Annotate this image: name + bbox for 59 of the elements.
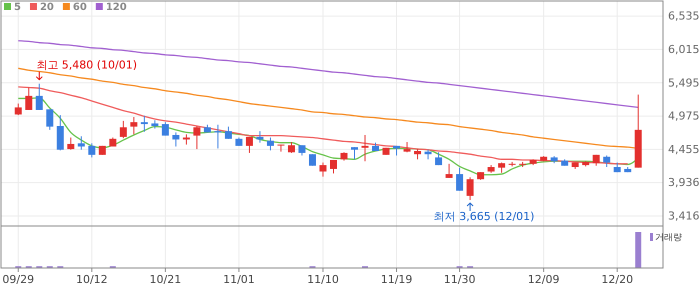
x-tick-label: 11/19: [380, 272, 412, 286]
candlestick: [456, 167, 464, 192]
x-tick-label: 10/12: [76, 272, 108, 286]
candlestick: [182, 134, 190, 146]
candlestick: [46, 108, 54, 130]
candlestick: [424, 149, 432, 160]
y-tick-label: 5,495: [668, 76, 700, 90]
legend-label: 120: [106, 2, 127, 13]
legend-label: 60: [72, 2, 87, 13]
candlestick: [498, 162, 506, 174]
candlestick: [172, 132, 180, 148]
candlestick: [435, 152, 442, 166]
candlestick: [414, 148, 422, 160]
candlestick: [319, 162, 326, 178]
y-tick-label: 3,416: [668, 210, 700, 223]
y-tick-label: 6,535: [668, 10, 700, 23]
legend-label: 20: [40, 2, 54, 13]
candlestick: [130, 116, 138, 135]
candlestick: [351, 146, 358, 160]
y-tick-label: 4,975: [668, 110, 700, 123]
candlestick: [88, 142, 96, 158]
candlestick: [36, 83, 43, 110]
y-tick-label: 6,015: [668, 42, 700, 56]
candlestick: [246, 136, 253, 154]
candlestick: [224, 126, 232, 140]
annotation: 최저 3,665 (12/01): [434, 210, 534, 224]
candlestick: [446, 163, 453, 178]
candlestick: [193, 126, 200, 150]
candlestick: [162, 122, 169, 136]
candlestick: [67, 137, 74, 150]
candlestick: [25, 87, 32, 110]
candlestick: [466, 176, 474, 201]
annotation: 최고 5,480 (10/01): [36, 58, 138, 72]
candlestick: [330, 159, 337, 174]
candlestick: [14, 103, 22, 116]
candlestick: [140, 115, 148, 132]
candlestick: [362, 134, 369, 162]
x-tick-label: 10/21: [150, 272, 182, 286]
candlestick: [404, 142, 411, 153]
x-tick-label: 09/29: [2, 272, 34, 286]
x-tick-label: 11/30: [444, 272, 476, 286]
candlestick: [120, 120, 127, 139]
x-tick-label: 11/01: [223, 272, 255, 286]
legend-label: 5: [14, 2, 21, 13]
x-tick-label: 11/10: [307, 272, 339, 286]
line-series: [18, 40, 639, 108]
candlestick: [266, 137, 274, 151]
y-tick-label: 4,455: [668, 142, 700, 156]
candlestick: [603, 154, 610, 168]
x-tick-label: 12/09: [528, 272, 560, 286]
candlestick: [56, 114, 64, 151]
x-tick-label: 12/20: [601, 272, 634, 286]
y-tick-label: 3,936: [668, 176, 700, 190]
candlestick: [288, 142, 295, 154]
candlestick: [256, 130, 264, 144]
line-series: [18, 86, 628, 164]
candlestick: [298, 144, 306, 156]
candlestick: [78, 136, 85, 150]
candlestick: [214, 124, 222, 149]
